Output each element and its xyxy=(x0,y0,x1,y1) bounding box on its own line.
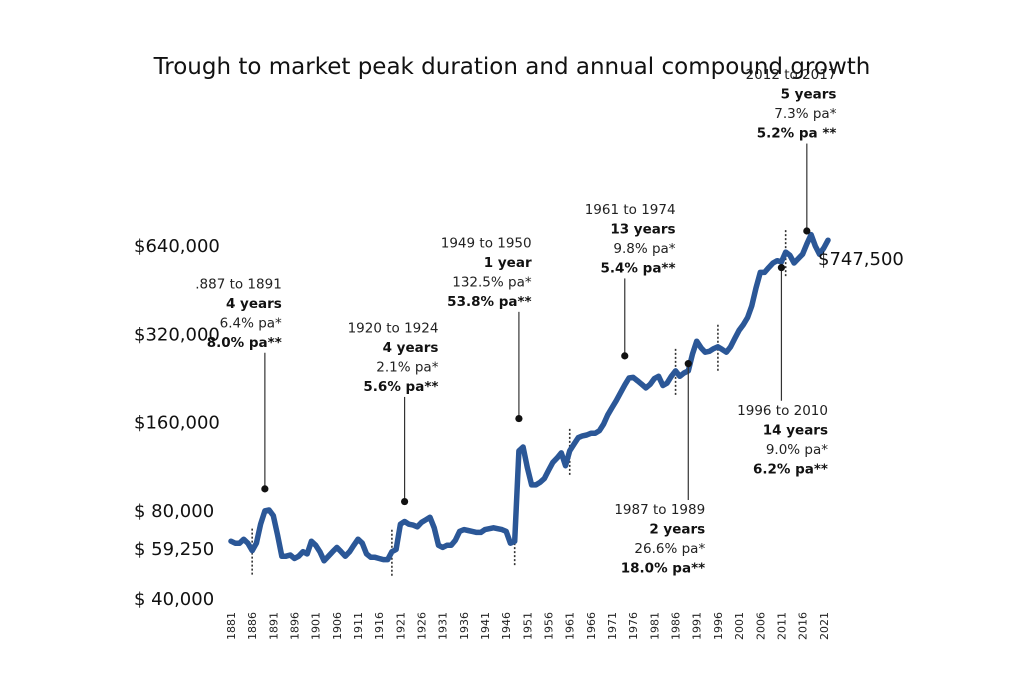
x-tick-label: 1911 xyxy=(352,612,365,640)
annotation-line: 7.3% pa* xyxy=(774,106,836,122)
annotation-line: 132.5% pa* xyxy=(452,274,532,290)
annotation-line: 1961 to 1974 xyxy=(585,202,676,218)
annotation-line: 9.0% pa* xyxy=(766,442,828,458)
x-tick-label: 1906 xyxy=(331,612,344,640)
annotation-line: 1996 to 2010 xyxy=(737,403,828,419)
x-tick-label: 1931 xyxy=(437,612,450,640)
x-tick-label: 1981 xyxy=(648,612,661,640)
annotation-line: 1987 to 1989 xyxy=(614,502,705,518)
y-tick-label: $160,000 xyxy=(134,413,220,434)
annotation-p1996: 1996 to 2010 14 years 9.0% pa* 6.2% pa** xyxy=(737,264,828,477)
x-tick-label: 1916 xyxy=(373,612,386,640)
x-tick-label: 1891 xyxy=(267,612,280,640)
x-tick-label: 1936 xyxy=(458,612,471,640)
peak-dot xyxy=(684,360,692,368)
x-tick-label: 1921 xyxy=(394,612,407,640)
peak-dot xyxy=(400,497,409,506)
x-tick-label: 1991 xyxy=(691,612,704,640)
x-tick-label: 1986 xyxy=(670,612,683,640)
x-tick-label: 1896 xyxy=(289,612,302,640)
y-tick-label: $ 59,250 xyxy=(134,539,214,560)
annotation-line: 18.0% pa** xyxy=(621,560,705,576)
annotation-line: 13 years xyxy=(610,221,675,237)
annotation-line: 5.2% pa ** xyxy=(757,126,837,142)
annotation-line: 2 years xyxy=(649,521,705,537)
annotations: .887 to 1891 4 years 6.4% pa* 8.0% pa** 1920… xyxy=(195,67,836,576)
x-tick-label: 1971 xyxy=(606,612,619,640)
x-tick-label: 1881 xyxy=(225,612,238,640)
x-tick-label: 1976 xyxy=(627,612,640,640)
annotation-line: 9.8% pa* xyxy=(613,241,675,257)
peak-dot xyxy=(621,352,629,360)
annotation-line: 26.6% pa* xyxy=(634,541,705,557)
annotation-p1887: .887 to 1891 4 years 6.4% pa* 8.0% pa** xyxy=(195,276,282,493)
annotation-line: 1949 to 1950 xyxy=(441,235,532,251)
annotation-line: 4 years xyxy=(383,340,439,356)
x-tick-label: 1941 xyxy=(479,612,492,640)
end-value-label: $747,500 xyxy=(818,249,904,270)
y-axis-tick-labels: $ 40,000 $ 59,250 $ 80,000 $160,000 $320,000… xyxy=(134,236,220,610)
annotation-line: 5.4% pa** xyxy=(601,260,676,276)
annotation-p1949: 1949 to 1950 1 year 132.5% pa* 53.8% pa** xyxy=(441,235,532,423)
x-tick-label: 2011 xyxy=(775,612,788,640)
annotation-line: 5.6% pa** xyxy=(363,379,438,395)
peak-dot xyxy=(515,414,523,423)
x-tick-label: 2021 xyxy=(818,612,831,640)
chart-title: Trough to market peak duration and annua… xyxy=(153,54,871,80)
annotation-line: 1 year xyxy=(484,255,532,271)
y-tick-label: $640,000 xyxy=(134,236,220,257)
x-tick-label: 1961 xyxy=(564,612,577,640)
peak-dot xyxy=(261,485,269,493)
x-tick-label: 1956 xyxy=(543,612,556,640)
series-line xyxy=(228,231,831,564)
x-tick-label: 1951 xyxy=(521,612,534,640)
annotation-p1920: 1920 to 1924 4 years 2.1% pa* 5.6% pa** xyxy=(348,320,439,506)
annotation-line: 6.2% pa** xyxy=(753,461,828,477)
x-tick-label: 2006 xyxy=(754,612,767,640)
peak-dot xyxy=(803,227,811,235)
x-tick-label: 2016 xyxy=(797,612,810,640)
annotation-line: 5 years xyxy=(781,87,837,103)
annotation-p2012: 2012 to 2017 5 years 7.3% pa* 5.2% pa ** xyxy=(746,67,837,235)
annotation-line: 14 years xyxy=(763,422,828,438)
annotation-line: .887 to 1891 xyxy=(195,276,282,292)
annotation-line: 8.0% pa** xyxy=(207,335,282,351)
x-tick-label: 1901 xyxy=(310,612,323,640)
y-tick-label: $320,000 xyxy=(134,324,220,345)
annotation-line: 2.1% pa* xyxy=(376,359,438,375)
annotation-line: 53.8% pa** xyxy=(447,294,531,310)
x-tick-label: 1966 xyxy=(585,612,598,640)
annotation-p1987: 1987 to 1989 2 years 26.6% pa* 18.0% pa** xyxy=(614,360,705,576)
y-tick-label: $ 80,000 xyxy=(134,501,214,522)
x-tick-label: 2001 xyxy=(733,612,746,640)
y-tick-label: $ 40,000 xyxy=(134,589,214,610)
annotation-p1961: 1961 to 1974 13 years 9.8% pa* 5.4% pa** xyxy=(585,202,676,360)
annotation-line: 2012 to 2017 xyxy=(746,67,837,83)
annotation-line: 4 years xyxy=(226,296,282,312)
x-tick-label: 1946 xyxy=(500,612,513,640)
peak-dot xyxy=(777,264,786,272)
x-tick-label: 1996 xyxy=(712,612,725,640)
x-tick-label: 1886 xyxy=(246,612,259,640)
annotation-line: 1920 to 1924 xyxy=(348,320,439,336)
x-axis-tick-labels: 1881 1886 1891 1896 1901 1906 1911 1916 1921 1926… xyxy=(225,612,831,640)
annotation-line: 6.4% pa* xyxy=(220,315,282,331)
x-tick-label: 1926 xyxy=(416,612,429,640)
